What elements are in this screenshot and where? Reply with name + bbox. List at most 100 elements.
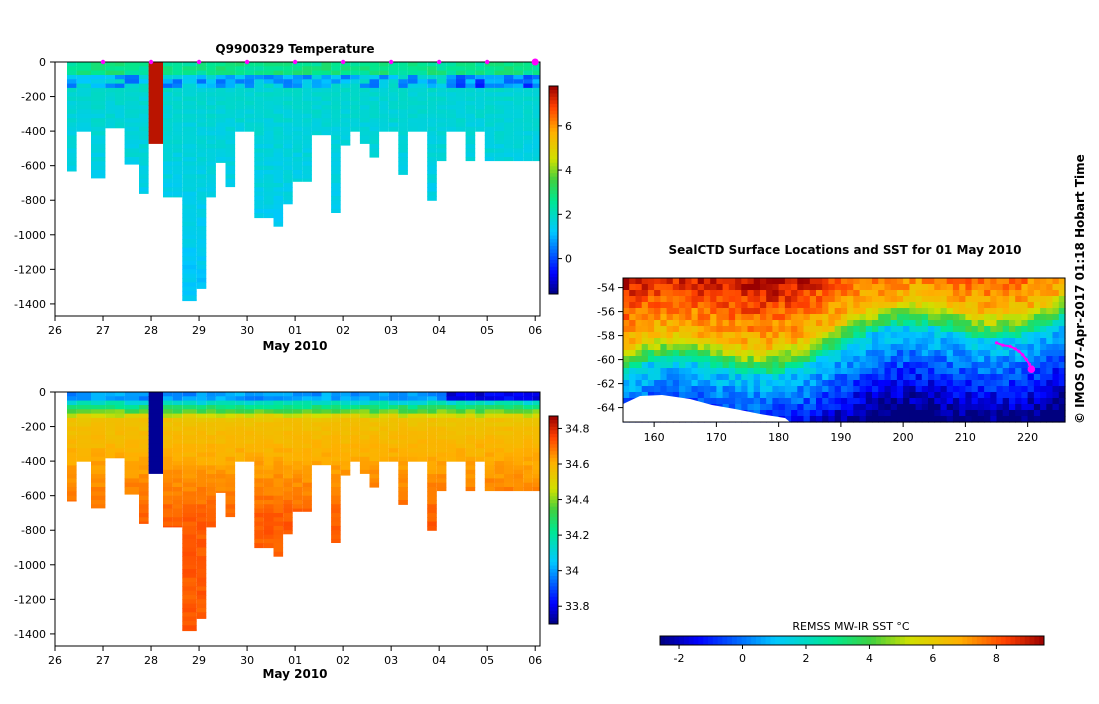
sst-cell bbox=[760, 362, 767, 369]
sst-cell bbox=[984, 350, 991, 357]
section-cell bbox=[196, 612, 207, 618]
sst-cell bbox=[965, 404, 973, 411]
sst-cell bbox=[735, 332, 742, 339]
section-cell bbox=[283, 178, 293, 184]
section-cell bbox=[196, 469, 207, 475]
section-cell bbox=[139, 174, 149, 180]
sst-cell bbox=[672, 386, 680, 393]
section-cell bbox=[369, 426, 380, 432]
sst-cell bbox=[971, 416, 979, 423]
section-cell bbox=[388, 92, 399, 98]
section-cell bbox=[427, 161, 437, 167]
section-cell bbox=[292, 413, 303, 419]
sst-cell bbox=[784, 410, 792, 417]
sst-colorbar-segment bbox=[732, 636, 738, 645]
sst-cell bbox=[915, 350, 923, 357]
section-cell bbox=[388, 105, 399, 111]
sst-cell bbox=[822, 344, 829, 351]
sst-cell bbox=[803, 308, 811, 315]
section-cell bbox=[311, 422, 322, 428]
section-cell bbox=[427, 187, 437, 193]
section-cell bbox=[105, 118, 115, 124]
colorbar-segment bbox=[549, 585, 558, 590]
section-cell bbox=[331, 508, 341, 514]
track-point bbox=[1017, 349, 1021, 353]
section-cell bbox=[494, 482, 504, 488]
sst-cell bbox=[828, 278, 836, 285]
section-cell bbox=[105, 392, 115, 397]
section-cell bbox=[292, 456, 303, 462]
section-cell bbox=[484, 482, 495, 488]
section-cell bbox=[427, 443, 437, 449]
section-cell bbox=[398, 461, 408, 466]
section-cell bbox=[182, 443, 197, 449]
sst-cell bbox=[940, 326, 948, 333]
section-cell bbox=[331, 144, 341, 149]
section-cell bbox=[254, 465, 264, 471]
section-cell bbox=[417, 92, 428, 98]
section-cell bbox=[523, 426, 533, 432]
section-cell bbox=[446, 126, 456, 132]
section-cell bbox=[350, 413, 360, 419]
sst-cell bbox=[809, 380, 817, 387]
section-cell bbox=[206, 75, 216, 80]
section-cell bbox=[465, 70, 476, 76]
section-cell bbox=[359, 109, 370, 115]
sst-cell bbox=[666, 338, 674, 345]
section-cell bbox=[225, 87, 236, 93]
section-cell bbox=[124, 161, 139, 165]
section-cell bbox=[148, 109, 163, 115]
section-cell bbox=[407, 92, 418, 98]
section-cell bbox=[196, 157, 207, 162]
section-cell bbox=[91, 87, 106, 93]
section-cell bbox=[283, 413, 293, 419]
sst-cell bbox=[766, 362, 773, 369]
section-cell bbox=[292, 392, 303, 397]
section-cell bbox=[124, 70, 139, 76]
section-cell bbox=[182, 413, 197, 419]
section-cell bbox=[182, 422, 197, 428]
sst-cell bbox=[1046, 362, 1054, 369]
section-cell bbox=[139, 409, 149, 415]
section-cell bbox=[215, 487, 226, 492]
section-cell bbox=[302, 170, 312, 175]
sst-cell bbox=[623, 344, 630, 351]
section-cell bbox=[331, 422, 341, 428]
section-cell bbox=[196, 443, 207, 449]
sst-cell bbox=[984, 392, 991, 399]
section-cell bbox=[163, 148, 173, 154]
section-cell bbox=[172, 443, 183, 449]
section-cell bbox=[215, 113, 226, 119]
section-cell bbox=[513, 148, 524, 154]
sst-cell bbox=[722, 356, 730, 363]
sst-cell bbox=[1046, 308, 1054, 315]
sst-cell bbox=[965, 332, 973, 339]
section-cell bbox=[124, 96, 139, 102]
section-cell bbox=[76, 430, 91, 436]
section-cell bbox=[124, 430, 139, 436]
colorbar-segment bbox=[549, 544, 558, 549]
section-cell bbox=[263, 513, 274, 518]
section-cell bbox=[182, 139, 197, 145]
section-cell bbox=[91, 92, 106, 98]
section-cell bbox=[446, 100, 456, 106]
sst-cell bbox=[1021, 326, 1029, 333]
sst-cell bbox=[760, 380, 767, 387]
sst-cell bbox=[990, 416, 998, 423]
section-cell bbox=[379, 113, 389, 119]
sst-cell bbox=[984, 386, 991, 393]
section-cell bbox=[340, 118, 351, 124]
section-cell bbox=[321, 118, 332, 124]
section-cell bbox=[148, 87, 163, 93]
section-cell bbox=[139, 469, 149, 475]
sst-cell bbox=[697, 392, 705, 399]
sst-cell bbox=[952, 278, 960, 285]
section-cell bbox=[163, 118, 173, 124]
sst-cell bbox=[791, 362, 798, 369]
section-cell bbox=[244, 456, 255, 462]
section-cell bbox=[91, 66, 106, 72]
sst-cell bbox=[990, 374, 998, 381]
sst-cell bbox=[697, 326, 705, 333]
section-cell bbox=[456, 113, 466, 119]
sst-cell bbox=[728, 380, 736, 387]
